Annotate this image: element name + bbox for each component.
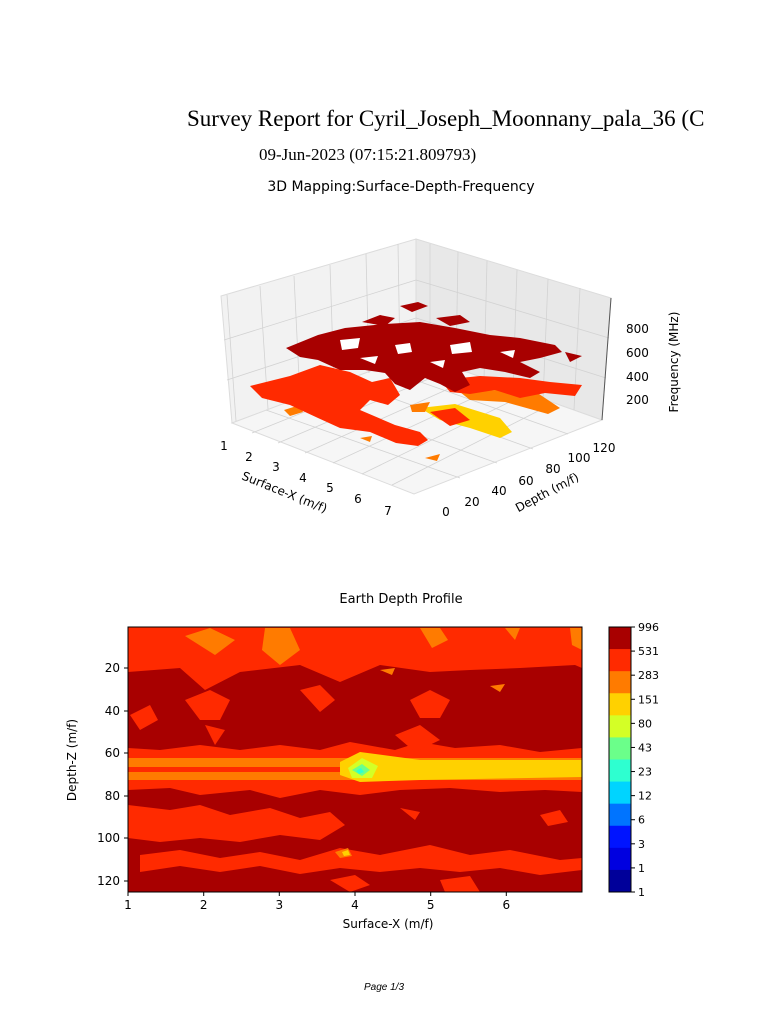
- surface-layers: [250, 302, 582, 461]
- heatmap-y-tick-label: 20: [105, 661, 120, 675]
- x-tick-label: 4: [299, 471, 307, 485]
- colorbar-tick-label: 12: [638, 790, 652, 803]
- colorbar-tick-label: 43: [638, 741, 652, 754]
- y-tick-label: 100: [568, 451, 591, 465]
- colorbar-tick-label: 6: [638, 814, 645, 827]
- z-tick-label: 600: [626, 346, 649, 360]
- surface-gaps: [340, 338, 515, 368]
- y-tick-label: 0: [442, 505, 450, 519]
- colorbar-segment: [609, 825, 631, 849]
- report-title: Survey Report for Cyril_Joseph_Moonnany_…: [187, 106, 705, 131]
- colorbar-segment: [609, 781, 631, 805]
- heatmap-x-ticks: 1 2 3 4 5 6: [124, 892, 510, 912]
- heatmap-x-tick-label: 6: [502, 898, 510, 912]
- colorbar-segment: [609, 715, 631, 738]
- y-tick-label: 40: [491, 484, 506, 498]
- colorbar-tick-label: 283: [638, 669, 659, 682]
- surface-layer-red: [250, 365, 582, 446]
- heatmap-yellow-band: [340, 752, 582, 782]
- x-tick-label: 6: [354, 492, 362, 506]
- colorbar-segment: [609, 803, 631, 827]
- z-tick-labels: 800 600 400 200: [626, 322, 649, 407]
- z-tick-label: 200: [626, 393, 649, 407]
- heatmap-lower-yellow: [342, 850, 350, 856]
- heatmap-y-tick-label: 40: [105, 704, 120, 718]
- heatmap-y-tick-label: 80: [105, 789, 120, 803]
- chart-2d-title: Earth Depth Profile: [339, 592, 462, 607]
- heatmap-x-tick-label: 5: [427, 898, 435, 912]
- heatmap-cyan-patch: [356, 768, 364, 774]
- surface-layer-dark: [286, 302, 582, 392]
- heatmap-y-ticks: 20 40 60 80 100 120: [97, 661, 128, 888]
- heatmap-y-tick-label: 120: [97, 874, 120, 888]
- colorbar-tick-label: 151: [638, 693, 659, 706]
- colorbar-tick-label: 23: [638, 766, 652, 779]
- chart-earth-depth-profile: Earth Depth Profile 1 2 3 4 5 6 Surface-…: [65, 592, 659, 931]
- y-tick-label: 80: [545, 462, 560, 476]
- heatmap-red-stripe: [128, 767, 348, 772]
- colorbar-tick-label: 1: [638, 862, 645, 875]
- colorbar-segment: [609, 737, 631, 760]
- y-tick-label: 60: [518, 474, 533, 488]
- heatmap-lower-red: [128, 805, 582, 892]
- heatmap-x-tick-label: 2: [200, 898, 208, 912]
- colorbar-tick-label: 996: [638, 621, 659, 634]
- y-tick-labels: 0 20 40 60 80 100 120: [442, 441, 615, 519]
- report-date: 09-Jun-2023 (07:15:21.809793): [259, 145, 477, 164]
- x-tick-label: 3: [272, 460, 280, 474]
- colorbar-segment: [609, 869, 631, 893]
- colorbar: 996 531 283 151 80 43 23 12 6 3 1 1: [608, 621, 659, 899]
- x-tick-label: 7: [384, 504, 392, 518]
- y-tick-label: 20: [464, 495, 479, 509]
- x-tick-label: 2: [245, 450, 253, 464]
- colorbar-segment: [609, 627, 631, 650]
- colorbar-segment: [609, 671, 631, 694]
- heatmap-y-axis-label: Depth-Z (m/f): [65, 719, 79, 801]
- heatmap-x-tick-label: 1: [124, 898, 132, 912]
- colorbar-tick-label: 80: [638, 717, 652, 730]
- z-axis-label: Frequency (MHz): [667, 312, 681, 413]
- heatmap-x-tick-label: 4: [351, 898, 359, 912]
- colorbar-tick-label: 1: [638, 886, 645, 899]
- page-footer: Page 1/3: [363, 982, 405, 993]
- x-tick-label: 1: [220, 439, 228, 453]
- heatmap-x-axis-label: Surface-X (m/f): [343, 917, 434, 931]
- colorbar-tick-label: 531: [638, 645, 659, 658]
- x-tick-labels: 1 2 3 4 5 6 7: [220, 439, 392, 518]
- colorbar-segment: [609, 847, 631, 871]
- colorbar-segment: [609, 649, 631, 672]
- heatmap-y-tick-label: 100: [97, 831, 120, 845]
- x-tick-label: 5: [326, 481, 334, 495]
- colorbar-frame: [608, 626, 632, 893]
- colorbar-segment: [609, 759, 631, 783]
- colorbar-tick-label: 3: [638, 838, 645, 851]
- colorbar-segment: [609, 693, 631, 716]
- heatmap-red-patch: [130, 685, 450, 752]
- chart-3d-title: 3D Mapping:Surface-Depth-Frequency: [267, 179, 534, 195]
- heatmap-x-tick-label: 3: [275, 898, 283, 912]
- heatmap-dark-region-upper: [128, 665, 582, 752]
- y-tick-label: 120: [593, 441, 616, 455]
- heatmap-y-tick-label: 60: [105, 746, 120, 760]
- z-tick-label: 400: [626, 370, 649, 384]
- chart-3d-mapping: 3D Mapping:Surface-Depth-Frequency 1 2 3…: [220, 179, 681, 519]
- z-tick-label: 800: [626, 322, 649, 336]
- heatmap-orange-patch: [185, 628, 582, 692]
- x-axis-label: Surface-X (m/f): [240, 469, 329, 516]
- heatmap-plot: [128, 627, 582, 892]
